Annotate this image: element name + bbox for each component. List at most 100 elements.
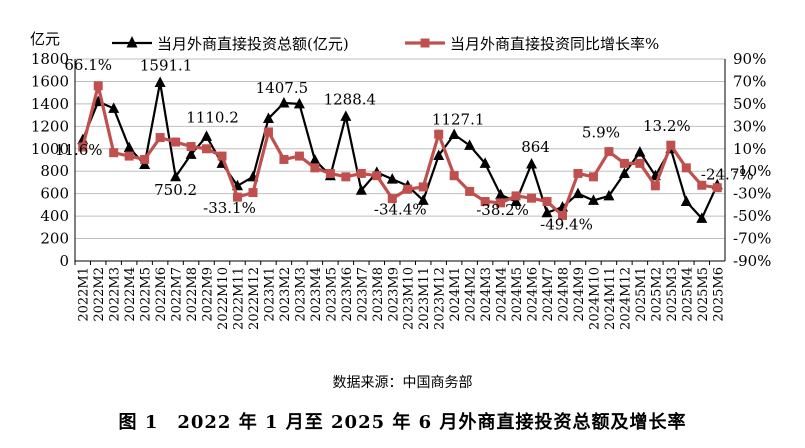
series-1-point: [619, 158, 629, 168]
series-1-point: [697, 180, 707, 190]
x-tick-label: 2025M5: [696, 267, 711, 322]
series-0-point: [355, 184, 367, 195]
series-1-point: [171, 137, 181, 147]
right-tick-label: -70%: [733, 230, 771, 248]
series-1-point: [434, 129, 444, 139]
series-1-point: [712, 183, 722, 193]
legend-marker-0: [126, 36, 138, 48]
series-layer: [77, 76, 723, 223]
annotations: 66.1% 11.6% 1591.1 750.2 1110.2 -33.1% 1407.5 1…: [55, 56, 754, 234]
x-tick-label: 2024M5: [510, 267, 525, 322]
x-tick-label: 2022M11: [232, 267, 247, 330]
series-0-point: [680, 195, 692, 207]
series-1-point: [573, 168, 583, 178]
data-label: -49.4%: [540, 215, 593, 233]
series-1-point: [418, 182, 428, 192]
series-0-point: [340, 110, 352, 121]
figure-caption: 图 1 2022 年 1 月至 2025 年 6 月外商直接投资总额及增长率: [118, 412, 687, 433]
series-1-point: [480, 197, 490, 207]
x-tick-label: 2023M6: [340, 267, 355, 322]
x-tick-label: 2024M7: [541, 267, 556, 322]
x-tick-label: 2024M4: [495, 267, 510, 322]
series-1-point: [140, 154, 150, 164]
series-1-point: [217, 151, 227, 161]
x-tick-label: 2022M2: [92, 267, 107, 322]
right-tick-label: 30%: [733, 117, 766, 135]
series-0-point: [278, 97, 290, 108]
data-label: -24.7%: [701, 166, 754, 184]
legend-label-0: 当月外商直接投资总额(亿元): [157, 35, 349, 53]
series-1-point: [681, 163, 691, 173]
series-1-point: [650, 181, 660, 191]
legend: 当月外商直接投资总额(亿元) 当月外商直接投资同比增长率%: [112, 35, 659, 53]
series-1-point: [403, 184, 413, 194]
data-label: -34.4%: [374, 201, 427, 219]
series-1-point: [109, 148, 119, 158]
x-tick-label: 2024M1: [448, 267, 463, 322]
x-tick-label: 2023M4: [309, 267, 324, 322]
series-1-point: [511, 191, 521, 201]
legend-label-1: 当月外商直接投资同比增长率%: [450, 35, 659, 53]
right-axis-ticks: -90% -70% -50% -30% -10% 10% 30% 50% 70% 90%: [733, 50, 771, 270]
series-0-point: [108, 102, 120, 113]
data-label: 66.1%: [64, 56, 112, 74]
source-note: 数据来源：中国商务部: [332, 375, 473, 391]
data-label: 13.2%: [643, 117, 691, 135]
x-tick-label: 2022M4: [123, 267, 138, 322]
series-1-point: [202, 144, 212, 154]
left-tick-label: 1000: [31, 140, 69, 158]
x-tick-label: 2024M8: [557, 267, 572, 322]
series-0-point: [572, 187, 584, 199]
x-tick-label: 2023M12: [433, 267, 448, 330]
left-axis-ticks: 0 200 400 600 800 1000 1200 1400 1600 1800: [31, 50, 69, 270]
series-1-point: [78, 142, 88, 152]
series-0-point: [587, 194, 599, 205]
series-1-point: [372, 171, 382, 181]
x-tick-label: 2022M9: [201, 267, 216, 322]
gridlines: [74, 58, 726, 262]
x-tick-label: 2023M8: [371, 267, 386, 322]
series-0-point: [526, 158, 538, 169]
series-1-point: [496, 198, 506, 208]
right-tick-label: -50%: [733, 207, 771, 225]
x-tick-label: 2024M3: [479, 267, 494, 322]
left-tick-label: 200: [40, 230, 69, 248]
series-1-point: [527, 193, 537, 203]
left-axis-unit: 亿元: [30, 30, 60, 48]
right-tick-label: 10%: [733, 140, 766, 158]
x-tick-label: 2025M2: [649, 267, 664, 322]
x-tick-label: 2023M11: [417, 267, 432, 330]
legend-marker-1: [420, 38, 430, 48]
series-0-point: [309, 154, 321, 165]
series-1-point: [542, 197, 552, 207]
series-0-point: [510, 195, 522, 207]
data-label: 5.9%: [582, 124, 620, 142]
left-tick-label: 600: [40, 185, 69, 203]
data-label: 1591.1: [140, 56, 193, 74]
x-tick-label: 2024M10: [587, 267, 602, 330]
x-tick-label: 2024M12: [618, 267, 633, 330]
x-tick-label: 2022M1: [77, 267, 92, 322]
series-1-point: [465, 186, 475, 196]
series-0-point: [262, 112, 274, 123]
series-1-point: [449, 171, 459, 181]
right-tick-label: -90%: [733, 252, 771, 270]
x-tick-label: 2024M2: [464, 267, 479, 322]
series-1-point: [325, 168, 335, 178]
x-tick-label: 2022M6: [154, 267, 169, 322]
x-tick-label: 2025M3: [665, 267, 680, 322]
data-label: 1110.2: [186, 108, 239, 126]
x-tick-label: 2024M9: [572, 267, 587, 322]
x-tick-label: 2022M8: [185, 267, 200, 322]
x-tick-label: 2025M6: [711, 267, 726, 322]
left-tick-label: 1600: [31, 72, 69, 90]
series-0-point: [123, 141, 135, 153]
data-label: -38.2%: [476, 201, 529, 219]
x-tick-label: 2023M9: [386, 267, 401, 322]
series-1-point: [186, 142, 196, 152]
series-1-point: [341, 172, 351, 182]
series-0-point: [541, 206, 553, 218]
series-0-point: [154, 76, 166, 87]
series-0-point: [618, 167, 630, 178]
series-0-point: [464, 139, 476, 150]
